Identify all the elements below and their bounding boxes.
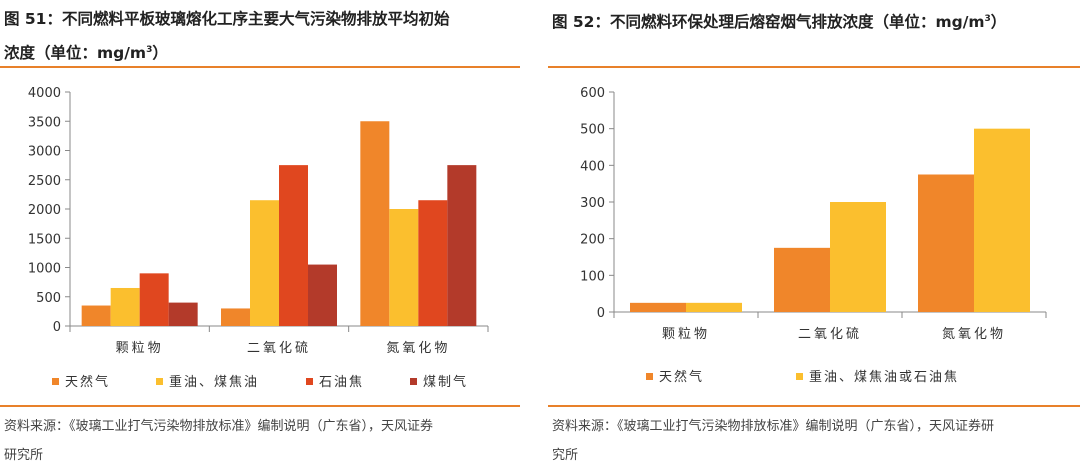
y-tick-label: 2500 <box>28 174 61 189</box>
legend-swatch <box>52 378 59 385</box>
right-title-superscript: 3 <box>984 14 991 24</box>
left-figure-title: 图 51：不同燃料平板玻璃熔化工序主要大气污染物排放平均初始 浓度（单位：mg/… <box>4 4 516 69</box>
left-bottom-rule <box>0 405 520 407</box>
left-figure-panel: 图 51：不同燃料平板玻璃熔化工序主要大气污染物排放平均初始 浓度（单位：mg/… <box>0 0 520 471</box>
left-title-line2: 浓度（单位：mg/m3） <box>4 35 516 69</box>
y-tick-label: 4000 <box>28 86 61 101</box>
left-source-line2: 研究所 <box>4 448 44 463</box>
bar <box>686 302 742 312</box>
right-title-prefix: 图 52：不同燃料环保处理后熔窑烟气排放浓度（单位：mg/m <box>552 13 985 32</box>
bar <box>389 209 419 326</box>
bar <box>168 302 198 326</box>
bar <box>360 121 390 326</box>
bar <box>139 273 169 326</box>
left-source-note: 资料来源：《玻璃工业打气污染物排放标准》编制说明（广东省），天风证券 研究所 <box>4 412 516 470</box>
right-bottom-rule <box>548 405 1080 407</box>
x-category-label: 二氧化硫 <box>247 341 311 356</box>
x-category-label: 颗粒物 <box>116 341 164 356</box>
y-tick-label: 400 <box>580 159 605 174</box>
bar <box>774 247 830 312</box>
y-tick-label: 3500 <box>28 115 61 130</box>
bar <box>221 308 250 326</box>
y-tick-label: 1000 <box>28 262 61 277</box>
right-source-line2: 究所 <box>552 448 579 463</box>
x-category-label: 二氧化硫 <box>798 327 862 342</box>
x-category-label: 氮氧化物 <box>386 341 450 356</box>
left-title-superscript: 3 <box>146 45 153 55</box>
y-tick-label: 500 <box>580 123 605 138</box>
y-tick-label: 200 <box>580 233 605 248</box>
bar <box>81 305 111 326</box>
x-category-label: 氮氧化物 <box>942 327 1006 342</box>
right-top-rule <box>548 66 1080 68</box>
left-title-line2-prefix: 浓度（单位：mg/m <box>4 44 147 63</box>
y-tick-label: 0 <box>53 320 61 335</box>
legend-label: 重油、煤焦油 <box>169 374 259 390</box>
bar <box>308 264 337 326</box>
right-title-suffix: ） <box>990 13 1007 32</box>
y-tick-label: 1500 <box>28 232 61 247</box>
right-figure-title: 图 52：不同燃料环保处理后熔窑烟气排放浓度（单位：mg/m3） <box>552 4 1076 38</box>
bar <box>418 200 448 326</box>
bar <box>279 165 308 326</box>
right-figure-panel: 图 52：不同燃料环保处理后熔窑烟气排放浓度（单位：mg/m3） 0 100 200… <box>548 0 1080 471</box>
y-tick-label: 3000 <box>28 145 61 160</box>
y-tick-label: 0 <box>597 306 605 321</box>
left-top-rule <box>0 66 520 68</box>
legend-label: 煤制气 <box>423 374 468 390</box>
left-title-line1: 图 51：不同燃料平板玻璃熔化工序主要大气污染物排放平均初始 <box>4 10 450 28</box>
y-tick-label: 100 <box>580 269 605 284</box>
right-source-line1: 资料来源：《玻璃工业打气污染物排放标准》编制说明（广东省），天风证券研 <box>552 419 995 434</box>
bar <box>918 174 974 312</box>
legend-label: 天然气 <box>659 369 704 385</box>
bar <box>630 302 686 312</box>
legend-swatch <box>156 378 163 385</box>
bar <box>974 128 1030 312</box>
right-source-note: 资料来源：《玻璃工业打气污染物排放标准》编制说明（广东省），天风证券研 究所 <box>552 412 1076 470</box>
left-bar-chart: 0 500 1000 1500 2000 2500 3000 3500 4000 颗粒物 二氧化硫 氮… <box>28 86 489 390</box>
legend-swatch <box>646 373 653 380</box>
bar <box>447 165 477 326</box>
x-category-label: 颗粒物 <box>662 327 710 342</box>
y-tick-label: 300 <box>580 196 605 211</box>
y-tick-label: 600 <box>580 86 605 101</box>
legend-swatch <box>410 378 417 385</box>
left-title-line2-suffix: ） <box>152 44 168 63</box>
legend-label: 天然气 <box>65 374 110 390</box>
legend-swatch <box>796 373 803 380</box>
legend-label: 石油焦 <box>319 375 364 390</box>
y-tick-label: 2000 <box>28 203 61 218</box>
y-tick-label: 500 <box>36 291 61 306</box>
legend-label: 重油、煤焦油或石油焦 <box>809 369 959 385</box>
bar <box>110 287 140 326</box>
bar <box>830 202 886 312</box>
legend-swatch <box>306 378 313 385</box>
bar <box>250 200 279 326</box>
left-source-line1: 资料来源：《玻璃工业打气污染物排放标准》编制说明（广东省），天风证券 <box>4 419 434 434</box>
